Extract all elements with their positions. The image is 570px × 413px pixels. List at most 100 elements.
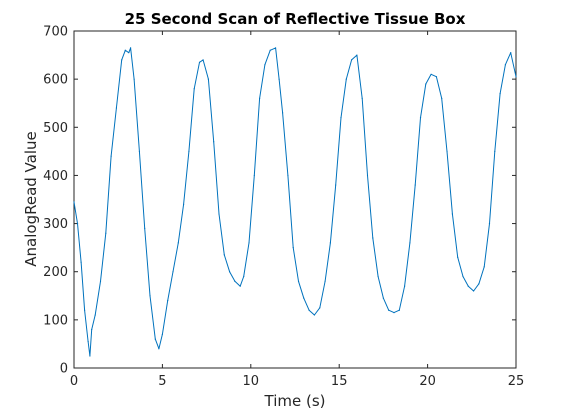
data-point <box>239 285 241 287</box>
data-point <box>144 227 146 229</box>
data-point <box>124 49 126 51</box>
data-point <box>80 261 82 263</box>
data-point <box>425 83 427 85</box>
data-point <box>248 242 250 244</box>
data-point <box>76 222 79 225</box>
data-point <box>377 275 379 278</box>
data-point <box>167 300 169 302</box>
data-point <box>207 78 209 80</box>
data-point <box>243 275 245 278</box>
data-point <box>398 309 400 311</box>
data-point <box>110 155 112 157</box>
data-point <box>510 52 512 54</box>
data-point <box>115 107 118 109</box>
data-point <box>419 117 422 119</box>
plot-area-frame <box>73 30 517 369</box>
data-point <box>430 73 432 75</box>
x-tick-label: 25 <box>508 374 525 389</box>
data-point <box>259 97 261 99</box>
data-point <box>319 307 321 309</box>
data-point <box>404 285 406 287</box>
x-tick-label: 0 <box>70 374 78 389</box>
y-tick-label: 300 <box>43 217 68 232</box>
series-points <box>73 47 517 357</box>
data-point <box>121 59 123 61</box>
data-point <box>478 283 480 285</box>
data-point <box>372 237 374 239</box>
data-point <box>129 47 132 49</box>
data-point <box>467 285 469 287</box>
x-tick-label: 5 <box>158 374 166 389</box>
data-point <box>356 54 358 56</box>
data-point <box>87 340 89 343</box>
data-point <box>382 297 384 299</box>
data-point <box>292 247 294 249</box>
data-point <box>161 333 163 335</box>
data-point <box>483 266 485 268</box>
data-point <box>446 150 448 152</box>
data-point <box>274 47 277 49</box>
data-point <box>462 275 464 278</box>
data-point <box>504 64 506 66</box>
data-point <box>177 242 179 244</box>
data-point <box>515 76 517 78</box>
data-point <box>158 348 160 350</box>
data-point <box>393 312 395 314</box>
data-point <box>193 88 195 90</box>
data-point <box>409 242 411 244</box>
data-point <box>308 309 310 311</box>
data-point <box>388 309 390 311</box>
y-tick-label: 0 <box>60 362 68 377</box>
y-axis-label: AnalogRead Value <box>22 131 40 266</box>
data-point <box>269 49 271 51</box>
chart-title: 25 Second Scan of Reflective Tissue Box <box>125 10 466 28</box>
data-point <box>183 203 185 205</box>
data-point <box>324 280 326 282</box>
y-tick-label: 100 <box>43 313 68 328</box>
data-point <box>228 271 231 273</box>
x-tick-label: 20 <box>419 374 436 389</box>
data-point <box>494 150 496 152</box>
data-point <box>361 97 363 99</box>
data-point <box>441 97 443 99</box>
data-point <box>313 314 316 316</box>
data-point <box>91 328 93 331</box>
data-point <box>457 256 459 258</box>
data-point <box>213 141 215 143</box>
y-tick-label: 600 <box>43 73 68 88</box>
data-point <box>451 213 453 215</box>
data-point <box>278 78 280 80</box>
data-point <box>188 150 190 152</box>
data-point <box>287 174 289 177</box>
data-point <box>340 117 342 119</box>
y-tick-label: 400 <box>43 169 68 184</box>
data-point <box>198 61 201 63</box>
data-point <box>329 242 331 244</box>
data-point <box>350 59 353 61</box>
data-point <box>264 64 266 66</box>
data-point <box>366 174 369 177</box>
y-tick-label: 200 <box>43 265 68 280</box>
data-point <box>94 314 96 316</box>
data-point <box>335 184 337 186</box>
data-point <box>128 52 130 54</box>
y-axis: 0 100 200 300 400 500 600 700 <box>43 25 516 377</box>
data-point <box>253 174 255 177</box>
x-axis-label: Time (s) <box>264 392 326 410</box>
data-point <box>105 232 107 234</box>
data-point <box>99 280 102 282</box>
data-point <box>133 78 135 80</box>
data-point <box>472 290 475 292</box>
data-point <box>414 184 416 186</box>
data-point <box>488 222 491 225</box>
data-point <box>138 150 141 152</box>
data-point <box>89 355 91 357</box>
data-point <box>218 213 220 215</box>
data-point <box>282 112 284 114</box>
data-point <box>499 92 501 95</box>
y-tick-label: 500 <box>43 121 68 136</box>
data-point <box>303 297 305 299</box>
data-point <box>297 280 300 282</box>
data-point <box>149 295 151 297</box>
